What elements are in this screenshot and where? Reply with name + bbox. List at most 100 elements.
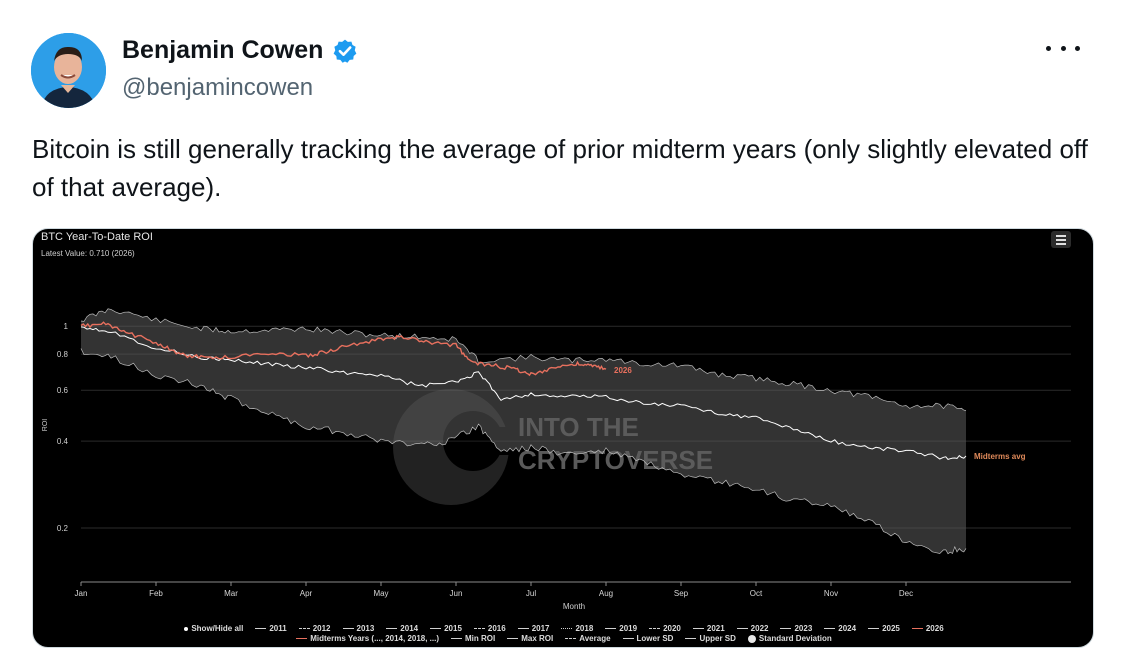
legend-swatch: [296, 638, 308, 639]
display-name[interactable]: Benjamin Cowen: [122, 36, 324, 64]
user-handle[interactable]: @benjamincowen: [122, 74, 314, 101]
legend-item[interactable]: Standard Deviation: [747, 634, 832, 643]
y-tick-label: 0.4: [57, 437, 69, 446]
tweet-text: Bitcoin is still generally tracking the …: [32, 134, 1088, 202]
legend-label: 2022: [750, 624, 769, 633]
min-roi-line: [80, 348, 967, 555]
legend-label: 2026: [925, 624, 944, 633]
x-tick-label: Jun: [450, 589, 463, 598]
y-tick-label: 0.8: [57, 350, 69, 359]
legend-item[interactable]: Max ROI: [507, 634, 553, 643]
legend-item[interactable]: 2012: [298, 624, 331, 633]
legend-label: Min ROI: [465, 634, 496, 643]
legend-item[interactable]: 2025: [868, 624, 900, 633]
legend-item[interactable]: Midterms Years (..., 2014, 2018, ...): [296, 634, 439, 643]
x-axis-title: Month: [563, 602, 585, 611]
legend-item[interactable]: Show/Hide all: [184, 624, 243, 633]
legend-swatch: [736, 628, 748, 629]
legend-swatch: [386, 628, 398, 629]
x-tick-label: Apr: [300, 589, 313, 598]
legend-label: 2021: [706, 624, 725, 633]
legend-label: Max ROI: [521, 634, 554, 643]
legend-item[interactable]: Lower SD: [622, 634, 673, 643]
legend-item[interactable]: 2017: [517, 624, 550, 633]
chart-legend-row-2: Midterms Years (..., 2014, 2018, ...) Min…: [33, 634, 1093, 643]
x-tick-label: Feb: [149, 589, 163, 598]
legend-swatch: [622, 638, 634, 639]
y-tick-label: 0.6: [57, 386, 69, 395]
x-tick-label: Mar: [224, 589, 238, 598]
legend-swatch: [430, 628, 442, 629]
legend-swatch: [473, 628, 485, 629]
legend-label: 2024: [838, 624, 857, 633]
legend-item[interactable]: 2020: [649, 624, 681, 633]
legend-swatch: [507, 638, 519, 639]
legend-item[interactable]: 2014: [386, 624, 418, 633]
legend-swatch: [451, 638, 463, 639]
legend-item[interactable]: 2022: [736, 624, 769, 633]
legend-item[interactable]: 2015: [430, 624, 462, 633]
legend-item[interactable]: 2023: [780, 624, 812, 633]
legend-label: 2016: [487, 624, 506, 633]
legend-swatch: [747, 634, 756, 643]
legend-item[interactable]: 2026: [911, 624, 944, 633]
chart-subtitle: Latest Value: 0.710 (2026): [41, 249, 135, 258]
legend-item[interactable]: 2016: [473, 624, 506, 633]
legend-swatch: [780, 628, 792, 629]
y-tick-label: 0.2: [57, 524, 69, 533]
max-roi-line: [80, 308, 967, 411]
legend-swatch: [561, 628, 573, 629]
author-name-row: Benjamin Cowen: [122, 36, 358, 65]
x-tick-label: Nov: [824, 589, 838, 598]
midterms-avg-label: Midterms avg: [974, 452, 1026, 461]
legend-swatch: [649, 628, 661, 629]
series-2026-line: [80, 321, 607, 377]
chart-menu-icon[interactable]: [1051, 231, 1071, 248]
midterms-avg-line: [80, 326, 967, 460]
legend-swatch: [911, 628, 923, 629]
legend-swatch: [605, 628, 617, 629]
legend-label: 2014: [400, 624, 419, 633]
chart-legend-row-1: Show/Hide all 2011 2012 2013 2014 2015 2016 201…: [33, 624, 1093, 633]
legend-label: 2025: [882, 624, 900, 633]
legend-item[interactable]: Average: [565, 634, 611, 643]
legend-label: Upper SD: [699, 634, 736, 643]
legend-label: Show/Hide all: [191, 624, 244, 633]
legend-swatch: [692, 628, 704, 629]
y-tick-label: 1: [64, 322, 69, 331]
legend-swatch: [517, 628, 529, 629]
legend-item[interactable]: Min ROI: [451, 634, 495, 643]
legend-label: 2013: [356, 624, 375, 633]
legend-item[interactable]: 2018: [561, 624, 593, 633]
legend-item[interactable]: 2019: [605, 624, 637, 633]
legend-swatch: [255, 628, 267, 629]
legend-label: 2023: [794, 624, 813, 633]
x-tick-label: Aug: [599, 589, 613, 598]
legend-item[interactable]: 2013: [342, 624, 375, 633]
legend-label: 2011: [269, 624, 287, 633]
avatar[interactable]: [31, 33, 106, 108]
legend-item[interactable]: 2024: [824, 624, 856, 633]
legend-swatch: [184, 626, 189, 631]
x-tick-label: May: [373, 589, 388, 598]
verified-badge-icon: [334, 39, 357, 63]
legend-item[interactable]: Upper SD: [685, 634, 736, 643]
legend-label: 2019: [619, 624, 638, 633]
more-options-icon[interactable]: [1046, 36, 1080, 60]
y-axis-title: ROI: [42, 419, 49, 432]
legend-swatch: [868, 628, 880, 629]
x-tick-label: Sep: [674, 589, 689, 598]
legend-label: 2017: [531, 624, 550, 633]
legend-label: 2018: [575, 624, 594, 633]
legend-swatch: [565, 638, 577, 639]
legend-label: Midterms Years (..., 2014, 2018, ...): [310, 634, 440, 643]
legend-item[interactable]: 2011: [255, 624, 287, 633]
x-tick-label: Jul: [526, 589, 536, 598]
legend-label: 2020: [663, 624, 681, 633]
std-dev-band: [81, 308, 966, 554]
legend-label: Average: [579, 634, 611, 643]
legend-item[interactable]: 2021: [692, 624, 725, 633]
chart-title: BTC Year-To-Date ROI: [41, 231, 153, 243]
